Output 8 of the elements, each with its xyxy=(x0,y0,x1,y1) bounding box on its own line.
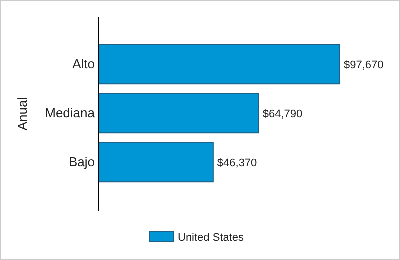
y-tick-label: Bajo xyxy=(68,154,95,170)
data-label: $46,370 xyxy=(217,157,258,170)
data-label: $64,790 xyxy=(262,108,303,120)
y-axis-title: Anual xyxy=(15,97,30,131)
data-label: $97,670 xyxy=(344,59,384,72)
y-tick-label: Mediana xyxy=(45,106,96,121)
y-tick-label: Alto xyxy=(72,56,95,72)
legend-label: United States xyxy=(178,232,245,244)
